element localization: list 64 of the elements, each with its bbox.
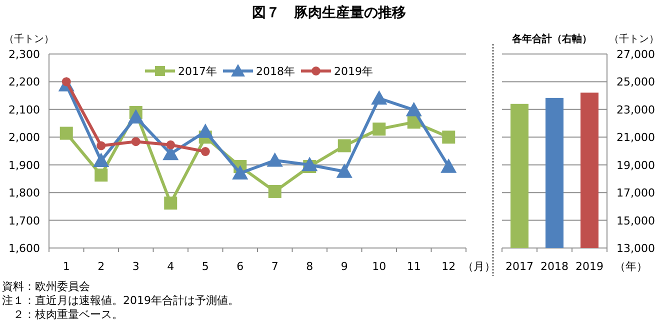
x-tick-label: 2017 xyxy=(506,260,534,273)
y2-tick-label: 13,000 xyxy=(616,242,655,255)
text: 注１：直近月は速報値。2019年合計は予測値。 xyxy=(2,294,239,307)
point xyxy=(232,165,248,180)
x-tick-label: 9 xyxy=(340,260,348,273)
point xyxy=(128,109,144,124)
point xyxy=(336,163,352,178)
legend-label: 2018年 xyxy=(256,65,295,78)
y2-tick-label: 15,000 xyxy=(616,214,655,228)
chart-title: 各年合計（右軸） xyxy=(511,33,592,45)
y-tick-label: 2,300 xyxy=(8,48,40,61)
y-tick-label: 1,900 xyxy=(8,158,40,172)
x-tick-label: 7 xyxy=(271,260,278,273)
point xyxy=(442,130,456,144)
y-tick-label: 2,200 xyxy=(8,76,40,89)
point xyxy=(200,147,210,156)
point xyxy=(96,141,106,150)
point xyxy=(60,126,73,140)
x-tick-label: 10 xyxy=(372,260,386,273)
y-axis-title: （千トン） xyxy=(4,33,54,45)
point xyxy=(94,168,108,182)
x-tick-label: 8 xyxy=(306,260,314,273)
x-tick-label: 2019 xyxy=(576,260,604,273)
y-tick-label: 2,000 xyxy=(8,131,40,144)
legend-label: 2019年 xyxy=(334,65,373,78)
point xyxy=(197,124,214,138)
x-tick-label: 6 xyxy=(236,260,244,273)
x-tick-label: 5 xyxy=(202,260,209,273)
point xyxy=(268,184,282,198)
x-tick-label: 2018 xyxy=(540,260,568,273)
point xyxy=(164,196,178,210)
point xyxy=(371,90,388,105)
point xyxy=(131,137,140,146)
point xyxy=(406,102,422,116)
text: ２：枝肉重量ベース。 xyxy=(2,308,123,321)
x-tick-label: 4 xyxy=(167,260,174,273)
y2-axis-title: （千トン） xyxy=(609,33,659,45)
point xyxy=(266,152,283,167)
chart-title: 図７ 豚肉生産量の推移 xyxy=(252,4,406,21)
y2-tick-label: 25,000 xyxy=(616,76,655,89)
point xyxy=(372,122,386,136)
x-axis-title: （月） xyxy=(462,260,496,273)
x-tick-label: 2 xyxy=(98,260,105,273)
point xyxy=(302,156,318,172)
y2-tick-label: 23,000 xyxy=(616,103,655,116)
x-tick-label: 12 xyxy=(442,260,456,273)
y-tick-label: 2,100 xyxy=(8,103,40,116)
y2-tick-label: 17,000 xyxy=(616,186,655,200)
x-tick-label: 1 xyxy=(62,260,70,273)
point xyxy=(338,139,351,152)
x-tick-label: 11 xyxy=(406,260,421,273)
y2-tick-label: 19,000 xyxy=(616,158,655,172)
y2-tick-label: 27,000 xyxy=(616,48,655,61)
x-tick-label: 3 xyxy=(132,260,140,273)
point xyxy=(166,140,176,150)
y-tick-label: 1,800 xyxy=(8,186,40,200)
y-tick-label: 1,700 xyxy=(8,214,40,228)
y2-tick-label: 21,000 xyxy=(616,131,655,144)
x-axis-title: （年） xyxy=(614,260,648,273)
legend-label: 2017年 xyxy=(178,65,217,78)
text: 資料：欧州委員会 xyxy=(2,280,90,293)
y-tick-label: 1,600 xyxy=(8,242,40,255)
point xyxy=(93,152,110,168)
point xyxy=(440,158,457,173)
